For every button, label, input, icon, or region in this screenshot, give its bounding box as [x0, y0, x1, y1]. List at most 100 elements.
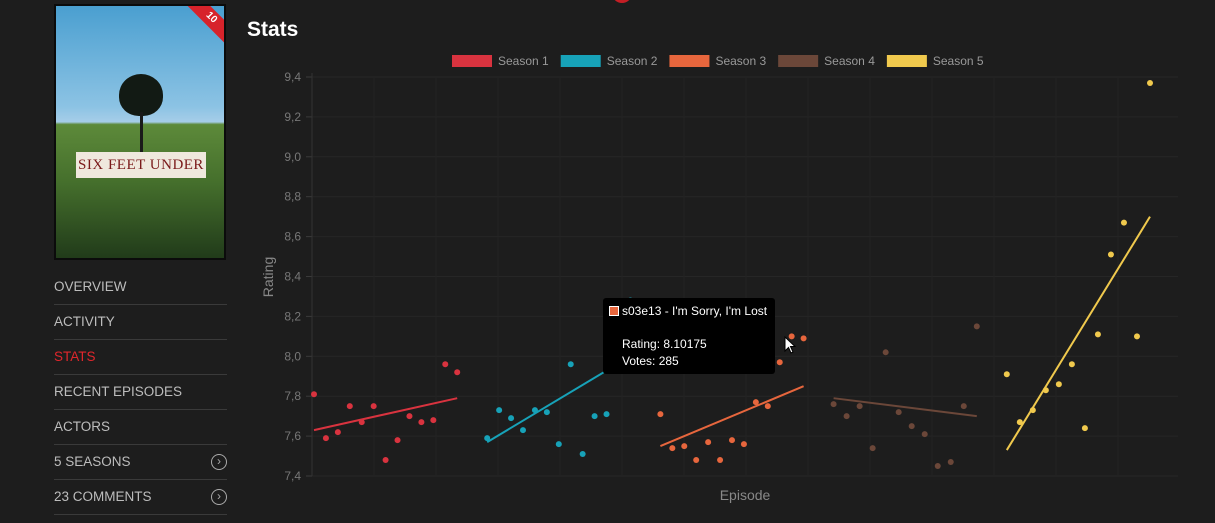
nav-item-actors[interactable]: ACTORS [54, 410, 227, 445]
data-point [454, 369, 461, 376]
y-tick-label: 9,2 [284, 110, 301, 124]
data-point [496, 407, 503, 414]
data-point [869, 445, 876, 452]
data-point [856, 403, 863, 410]
y-tick-label: 8,0 [284, 349, 301, 363]
data-point [1068, 361, 1075, 368]
data-point [947, 459, 954, 466]
data-point [740, 441, 747, 448]
trend-line [833, 397, 977, 418]
data-point [973, 323, 980, 330]
data-point [776, 359, 783, 366]
data-point [882, 349, 889, 356]
data-point [657, 411, 664, 418]
nav-item-label: 23 COMMENTS [54, 489, 152, 504]
data-point [1133, 333, 1140, 340]
data-point [567, 361, 574, 368]
data-point [752, 399, 759, 406]
mouse-cursor-icon [784, 336, 797, 354]
data-point [346, 403, 353, 410]
data-point [418, 419, 425, 426]
page-title: Stats [247, 18, 299, 41]
nav-item-label: OVERVIEW [54, 279, 127, 294]
show-poster[interactable]: SIX FEET UNDER 10 [54, 4, 226, 260]
data-point [934, 463, 941, 470]
y-tick-label: 8,2 [284, 309, 301, 323]
data-point [705, 439, 712, 446]
legend-swatch [669, 55, 710, 67]
poster-tree-trunk [140, 112, 143, 152]
x-axis-label: Episode [720, 487, 771, 503]
data-point [1094, 331, 1101, 338]
data-point [788, 333, 795, 340]
data-point [520, 427, 526, 434]
legend-label: Season 5 [933, 54, 984, 68]
data-point [406, 413, 413, 420]
data-point [717, 457, 724, 464]
chevron-right-icon: › [211, 489, 227, 505]
nav-item-stats[interactable]: STATS [54, 340, 227, 375]
data-point [1120, 219, 1127, 226]
data-point [800, 335, 807, 342]
data-point [1016, 419, 1023, 426]
data-point [843, 413, 850, 420]
tooltip-title: s03e13 - I'm Sorry, I'm Lost [622, 304, 768, 318]
data-point [555, 441, 562, 448]
data-point [895, 409, 902, 416]
nav-item-label: ACTORS [54, 419, 111, 434]
tooltip-swatch [609, 306, 619, 316]
nav-item-recent-episodes[interactable]: RECENT EPISODES [54, 375, 227, 410]
legend-swatch [560, 55, 601, 67]
nav-item-activity[interactable]: ACTIVITY [54, 305, 227, 340]
data-point [1081, 425, 1088, 432]
data-point [543, 409, 550, 416]
data-point [1042, 387, 1049, 394]
y-tick-label: 8,4 [284, 270, 301, 284]
data-point [603, 411, 610, 418]
data-point [1029, 407, 1036, 414]
data-point [531, 407, 538, 414]
data-point [830, 401, 837, 408]
trend-line [313, 397, 458, 432]
data-point [669, 445, 676, 452]
chevron-right-icon: › [211, 454, 227, 470]
nav-item-label: STATS [54, 349, 96, 364]
data-point [394, 437, 401, 444]
nav-item-label: 5 SEASONS [54, 454, 131, 469]
data-point [508, 415, 515, 422]
data-point [921, 431, 928, 438]
nav-item-overview[interactable]: OVERVIEW [54, 270, 227, 305]
data-point [322, 435, 329, 442]
y-tick-label: 9,0 [284, 150, 301, 164]
nav-item-label: ACTIVITY [54, 314, 115, 329]
data-point [681, 443, 688, 450]
nav-item-23-comments[interactable]: 23 COMMENTS › [54, 480, 227, 515]
data-point [693, 457, 700, 464]
y-tick-label: 8,8 [284, 190, 301, 204]
data-point [908, 423, 915, 430]
legend-swatch [452, 55, 492, 67]
y-axis-label: Rating [260, 257, 276, 297]
data-point [358, 419, 365, 426]
data-point [370, 403, 377, 410]
data-point [764, 403, 771, 410]
tooltip-votes: Votes: 285 [622, 354, 679, 368]
data-point [1147, 79, 1153, 86]
legend-label: Season 1 [498, 54, 549, 68]
data-point [579, 451, 586, 458]
poster-tree-crown [119, 74, 163, 116]
legend-swatch [886, 55, 927, 67]
data-point [334, 429, 341, 436]
data-point [960, 403, 967, 410]
data-point [430, 417, 437, 424]
tooltip-rating: Rating: 8.10175 [622, 337, 707, 351]
data-point [442, 361, 449, 368]
y-tick-label: 8,6 [284, 230, 301, 244]
nav-item-5-seasons[interactable]: 5 SEASONS › [54, 445, 227, 480]
data-point [484, 435, 491, 442]
data-point [382, 457, 389, 464]
y-tick-label: 7,6 [284, 429, 301, 443]
sidebar-nav: OVERVIEW ACTIVITY STATS RECENT EPISODES ACTO… [54, 270, 227, 515]
data-point [1055, 381, 1062, 388]
